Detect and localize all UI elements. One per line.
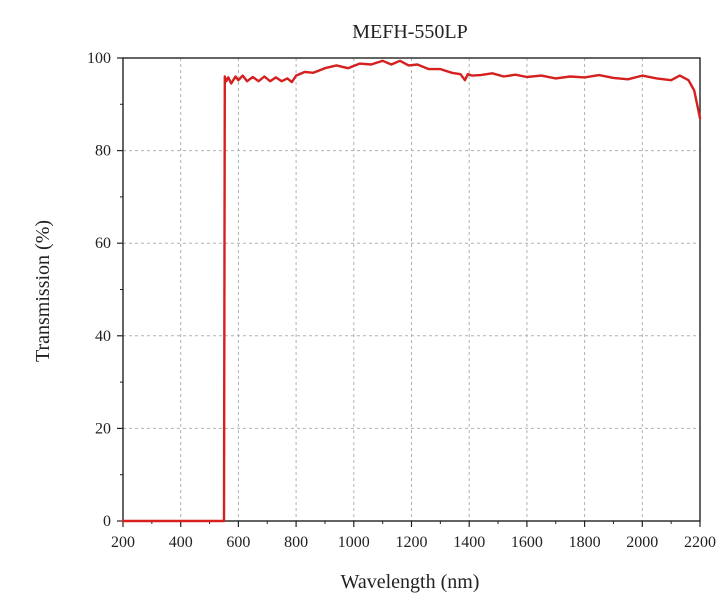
- x-tick-label: 800: [284, 534, 308, 551]
- x-tick-label: 1800: [569, 534, 601, 551]
- x-tick-label: 1000: [338, 534, 370, 551]
- plot-frame: [122, 57, 701, 522]
- y-tick-label: 80: [95, 143, 111, 160]
- chart-title: MEFH-550LP: [352, 21, 468, 43]
- y-tick-label: 100: [87, 50, 111, 67]
- y-axis-title: Transmission (%): [32, 220, 54, 362]
- transmission-series-line: [121, 59, 702, 523]
- tick-labels: 200 400 600 800 1000 1200 1400 1600 1800 2000 2200…: [87, 50, 716, 551]
- x-tick-label: 1600: [511, 534, 543, 551]
- grid-lines: [123, 58, 700, 521]
- x-tick-label: 200: [111, 534, 135, 551]
- y-tick-label: 60: [95, 235, 111, 252]
- x-tick-label: 2000: [626, 534, 658, 551]
- x-tick-label: 600: [226, 534, 250, 551]
- y-tick-label: 20: [95, 420, 111, 437]
- x-tick-label: 1200: [396, 534, 428, 551]
- y-tick-label: 40: [95, 328, 111, 345]
- y-tick-label: 0: [103, 513, 111, 530]
- x-tick-label: 1400: [453, 534, 485, 551]
- axes: [117, 57, 701, 527]
- x-tick-label: 400: [169, 534, 193, 551]
- x-tick-label: 2200: [684, 534, 716, 551]
- x-axis-title: Wavelength (nm): [341, 571, 480, 593]
